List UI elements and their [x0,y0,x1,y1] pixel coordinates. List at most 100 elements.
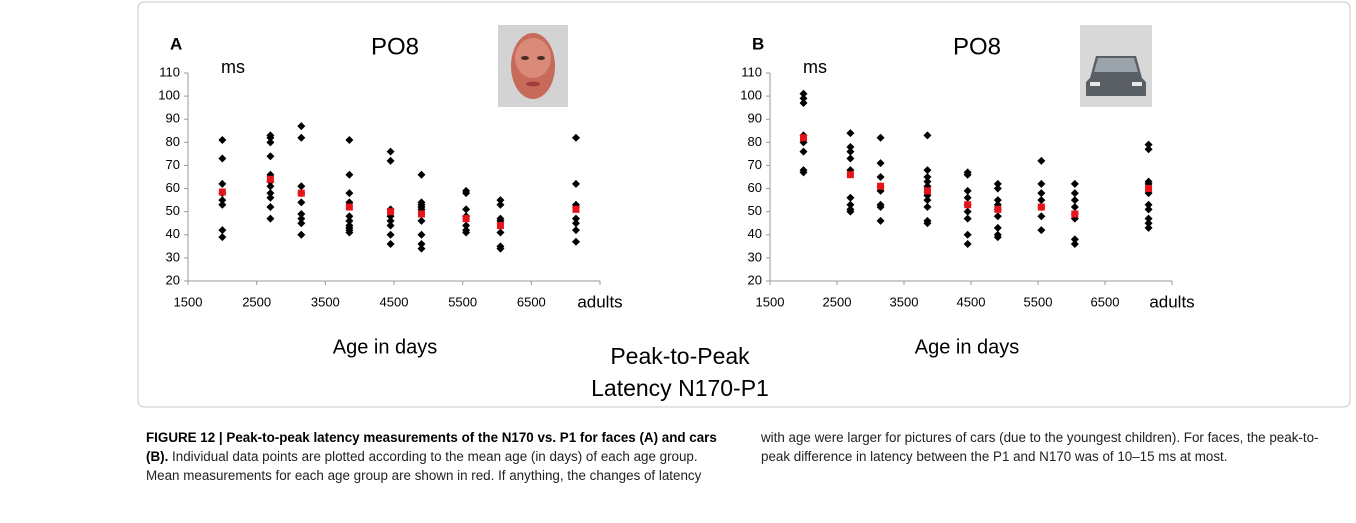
x-tick-label: 4500 [957,294,986,309]
mean-point [496,222,504,230]
data-point [923,131,932,140]
y-tick-label: 30 [166,249,180,264]
data-point [799,99,808,108]
panel-label: B [752,34,764,53]
data-point [297,219,306,228]
data-point [297,133,306,142]
data-point [993,212,1002,221]
chart-title: PO8 [953,33,1001,60]
data-point [297,122,306,131]
data-point [386,240,395,249]
data-point [571,237,580,246]
caption: FIGURE 12 | Peak-to-peak latency measure… [146,428,1342,485]
mean-point [297,189,305,197]
data-point [218,200,227,209]
data-point [297,209,306,218]
data-point [963,186,972,195]
mean-point [923,187,931,195]
data-point [1070,196,1079,205]
mean-point [572,205,580,213]
data-point [266,214,275,223]
data-point [876,203,885,212]
figure-border [137,1,1351,408]
data-point [846,200,855,209]
y-tick-label: 20 [748,272,762,287]
mean-point [994,205,1002,213]
data-point [963,170,972,179]
data-point [386,230,395,239]
caption-title: FIGURE 12 | Peak-to-peak latency measure… [146,430,717,464]
x-tick-label: 3500 [890,294,919,309]
y-tick-label: 110 [159,64,180,79]
mean-point [800,134,807,142]
data-point [571,133,580,142]
y-tick-label: 70 [748,157,762,172]
panel-label: A [170,34,182,53]
data-point [462,205,471,214]
mean-point [462,215,470,223]
y-tick-label: 20 [166,272,180,287]
y-tick-label: 50 [166,203,180,218]
y-tick-label: 100 [158,88,180,103]
x-tick-label: adults [577,292,622,311]
x-tick-label: 1500 [756,294,785,309]
data-point [1037,189,1046,198]
x-tick-label: adults [1149,292,1194,311]
x-axis-label: Age in days [915,336,1020,358]
data-point [1144,200,1153,209]
data-point [1144,219,1153,228]
chart-title: PO8 [371,33,419,60]
x-axis-label: Age in days [333,336,438,358]
y-tick-label: 90 [166,111,180,126]
data-point [876,173,885,181]
y-tick-label: 90 [748,111,762,126]
caption-text: Individual data points are plotted accor… [146,430,1319,483]
data-point [993,223,1002,232]
y-tick-label: 100 [740,88,762,103]
data-point [218,179,227,188]
y-tick-label: 60 [166,180,180,195]
x-tick-label: 2500 [823,294,852,309]
mean-point [1071,210,1079,218]
y-tick-label: 60 [748,180,762,195]
data-point [963,193,972,202]
data-point [846,142,855,151]
center-label: Peak-to-Peak [610,343,750,369]
y-unit: ms [221,57,245,77]
data-point [496,228,505,237]
data-point [266,189,275,198]
x-tick-label: 3500 [311,294,340,309]
data-point [345,189,354,198]
data-point [496,200,505,209]
x-tick-label: 5500 [448,294,477,309]
data-point [386,216,395,225]
data-point [345,170,354,179]
data-point [1037,156,1046,165]
data-point [993,184,1002,193]
data-point [345,136,354,145]
y-tick-label: 80 [166,134,180,149]
data-point [266,152,275,161]
x-tick-label: 2500 [242,294,271,309]
data-point [1070,179,1079,188]
data-point [266,193,275,202]
data-point [1070,203,1079,212]
data-point [266,203,275,212]
data-point [846,207,855,216]
data-point [386,221,395,230]
mean-point [846,171,854,179]
data-point [462,189,471,198]
x-tick-label: 5500 [1024,294,1053,309]
y-tick-label: 30 [748,249,762,264]
data-point [496,244,505,253]
x-tick-label: 1500 [174,294,203,309]
data-point [297,198,306,207]
data-point [571,179,580,188]
mean-point [417,210,425,218]
data-point [417,244,426,253]
y-tick-label: 50 [748,203,762,218]
mean-point [387,208,395,216]
mean-point [964,201,972,209]
data-point [799,94,808,103]
car-image [1080,25,1152,107]
